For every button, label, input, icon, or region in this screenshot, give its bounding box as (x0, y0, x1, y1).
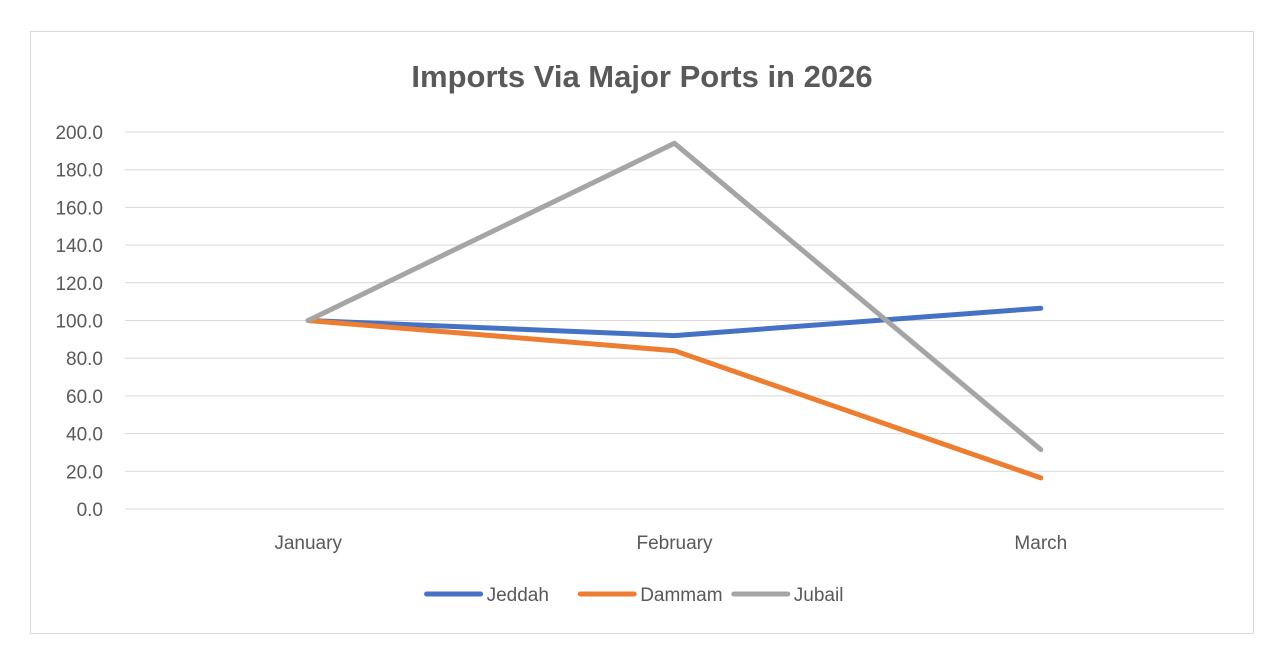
y-tick-label: 0.0 (77, 500, 103, 521)
y-tick-label: 40.0 (66, 425, 103, 446)
y-tick-label: 80.0 (66, 349, 103, 370)
y-tick-label: 160.0 (55, 198, 103, 219)
y-tick-label: 60.0 (66, 387, 103, 408)
y-tick-label: 100.0 (55, 312, 103, 333)
y-tick-label: 120.0 (55, 274, 103, 295)
legend-label: Dammam (640, 585, 722, 606)
y-tick-label: 200.0 (55, 123, 103, 144)
y-tick-label: 180.0 (55, 161, 103, 182)
series-line-jubail (305, 140, 1044, 453)
x-tick-label: March (1014, 533, 1067, 554)
series-line-dammam (305, 318, 1044, 481)
x-tick-label: January (274, 533, 342, 554)
legend-item-jeddah: Jeddah (424, 585, 549, 606)
legend-item-dammam: Dammam (577, 585, 723, 606)
legend-label: Jubail (794, 585, 844, 606)
y-axis-labels: 0.0 20.0 40.0 60.0 80.0 100.0 120.0 140.0 160.0 1… (55, 123, 103, 521)
y-tick-label: 20.0 (66, 462, 103, 483)
y-tick-label: 140.0 (55, 236, 103, 257)
legend: Jeddah Dammam Jubail (424, 585, 844, 606)
x-tick-label: February (636, 533, 713, 554)
legend-item-jubail: Jubail (731, 585, 844, 606)
chart-title: Imports Via Major Ports in 2026 (411, 59, 872, 94)
x-axis-labels: January February March (274, 533, 1067, 554)
series-lines (305, 140, 1044, 481)
series-line-jeddah (305, 305, 1044, 339)
legend-label: Jeddah (487, 585, 549, 606)
gridlines (125, 131, 1224, 510)
